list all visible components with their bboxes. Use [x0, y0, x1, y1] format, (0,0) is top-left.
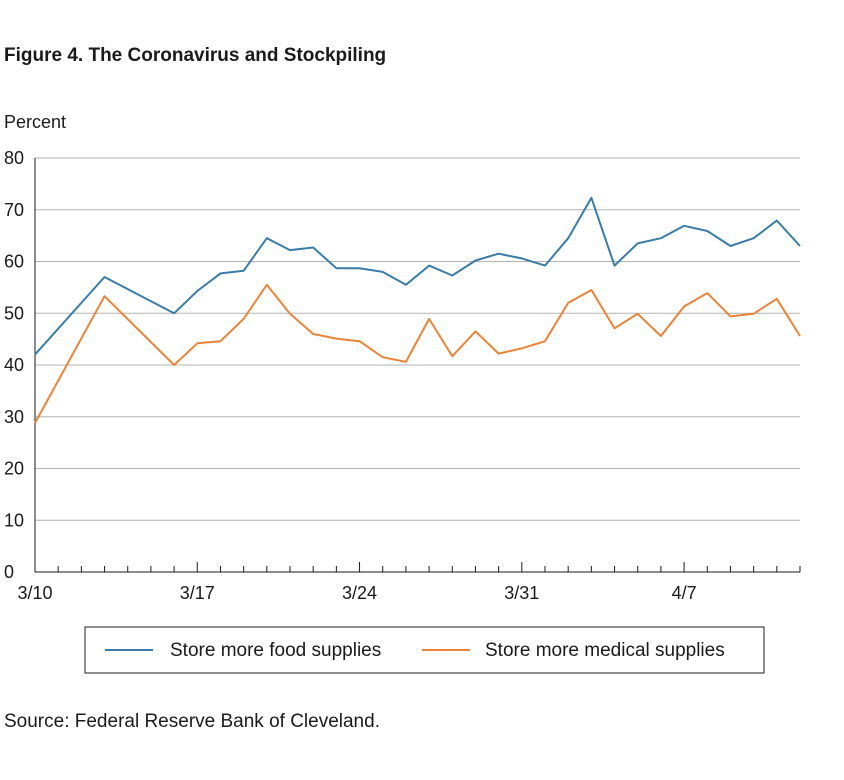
y-tick-label: 20 [4, 459, 24, 479]
x-tick-label: 3/17 [180, 583, 215, 603]
series-line-medical [34, 283, 801, 424]
gridlines [35, 157, 800, 521]
y-tick-label: 0 [4, 562, 14, 582]
y-tick-label: 10 [4, 510, 24, 530]
y-tick-label: 80 [4, 148, 24, 168]
x-tick-label: 3/24 [342, 583, 377, 603]
legend-label-medical: Store more medical supplies [485, 640, 725, 661]
x-axis: 3/10 3/17 3/24 3/31 4/7 [17, 158, 801, 603]
series-lines [34, 196, 801, 424]
legend-label-food: Store more food supplies [170, 640, 381, 661]
source-note: Source: Federal Reserve Bank of Clevelan… [4, 711, 380, 732]
series-line-food [34, 196, 801, 356]
figure-title: Figure 4. The Coronavirus and Stockpilin… [4, 45, 387, 66]
y-tick-label: 60 [4, 252, 24, 272]
x-tick-label: 3/31 [504, 583, 539, 603]
y-tick-label: 30 [4, 407, 24, 427]
legend-box [84, 626, 765, 674]
x-tick-label: 3/10 [17, 583, 52, 603]
legend: Store more food supplies Store more medi… [84, 626, 765, 674]
y-axis-label: Percent [4, 112, 66, 132]
y-tick-label: 50 [4, 303, 24, 323]
y-axis-ticks: 0 10 20 30 40 50 60 70 80 [4, 148, 24, 582]
y-tick-label: 70 [4, 200, 24, 220]
y-tick-label: 40 [4, 355, 24, 375]
x-tick-label: 4/7 [672, 583, 697, 603]
